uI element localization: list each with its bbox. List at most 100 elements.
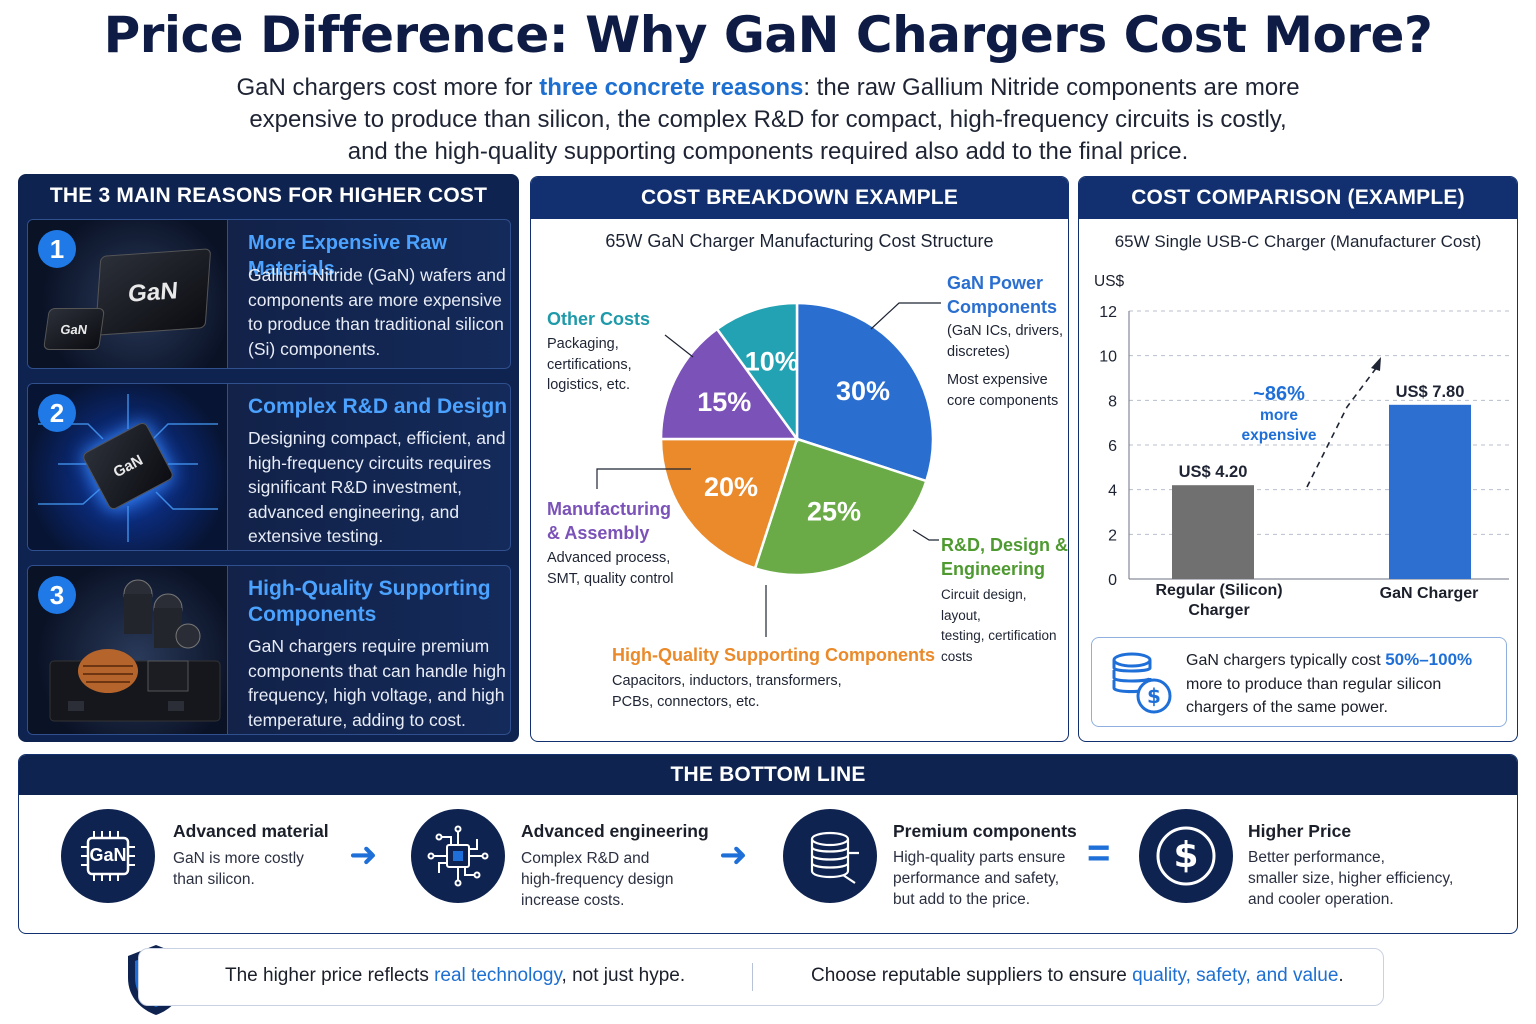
reasons-panel: THE 3 MAIN REASONS FOR HIGHER COST GaN G…	[18, 174, 519, 742]
y-tick-label: 4	[1108, 483, 1117, 500]
reason-number-1: 1	[38, 230, 76, 268]
y-tick-label: 2	[1108, 527, 1117, 544]
reason-title-components: High-Quality Supporting Components	[248, 576, 510, 628]
pie-value-label-r-d-design-engineering: 25%	[807, 497, 861, 527]
label-mfg-title-2: & Assembly	[547, 523, 650, 543]
bottom-premium-line2: performance and safety,	[893, 870, 1059, 887]
increase-arrow	[1306, 357, 1381, 488]
label-mfg-title: Manufacturing & Assembly	[547, 497, 671, 545]
bottom-premium-line1: High-quality parts ensure	[893, 849, 1066, 866]
bottom-title-material: Advanced material	[173, 821, 329, 841]
y-tick-label: 12	[1099, 304, 1117, 321]
bottom-engineering-line1: Complex R&D and	[521, 850, 650, 867]
label-other-desc-3: logistics, etc.	[547, 377, 630, 393]
label-rd-title-1: R&D, Design &	[941, 535, 1069, 555]
diff-callout: ~86% more expensive	[1235, 383, 1323, 446]
y-tick-label: 0	[1108, 572, 1117, 589]
pie-slice-high-quality-supporting-components	[659, 437, 799, 570]
pie-value-label-manufacturing-assembly: 15%	[697, 387, 751, 417]
reason-text-rd: Designing compact, efficient, and high-f…	[248, 428, 506, 546]
leader-mfg	[596, 468, 691, 489]
bottom-price-line2: smaller size, higher efficiency,	[1248, 870, 1454, 887]
bottom-text-material: GaN is more costly than silicon.	[173, 848, 304, 890]
label-gan-title-1: GaN Power	[947, 273, 1044, 293]
bottom-line-panel: THE BOTTOM LINE GaN Advanced material Ga…	[18, 754, 1518, 934]
bottom-engineering-line3: increase costs.	[521, 892, 625, 909]
reason-title-components-line1: High-Quality Supporting	[248, 577, 491, 600]
pie-slice-r-d-design-engineering	[753, 437, 928, 577]
bottom-title-premium: Premium components	[893, 821, 1077, 841]
note-line2: more to produce than regular silicon	[1186, 675, 1442, 693]
label-rd-desc-1: Circuit design, layout,	[941, 587, 1027, 623]
inductor-coil-icon	[783, 809, 877, 903]
intro-paragraph: GaN chargers cost more for three concret…	[200, 72, 1336, 168]
note-text: GaN chargers typically cost 50%–100% mor…	[1186, 648, 1504, 720]
label-other-desc-2: certifications,	[547, 356, 632, 373]
footer-right-text: Choose reputable suppliers to ensure qua…	[811, 965, 1344, 987]
reasons-header: THE 3 MAIN REASONS FOR HIGHER COST	[49, 184, 488, 207]
cost-comparison-panel: COST COMPARISON (EXAMPLE) 65W Single USB…	[1078, 176, 1518, 742]
reason-title-materials: More Expensive Raw Materials	[248, 232, 447, 280]
bar-regular-silicon	[1172, 485, 1254, 579]
reason-card-materials: GaN GaN 1 More Expensive Raw Materials G…	[27, 219, 511, 369]
note-highlight: 50%–100%	[1385, 650, 1473, 669]
pie-value-label-other-costs: 10%	[745, 346, 799, 376]
bar1-label-line1: Regular (Silicon)	[1155, 582, 1283, 599]
capacitor-inductor-icon	[49, 579, 221, 722]
footer-left-prefix: The higher price reflects	[225, 965, 435, 986]
pie-slice-other-costs	[715, 301, 799, 443]
cost-bar-chart: 0 2 4 6 8 10 12 US$ 4.20 US$ 7.80	[1099, 304, 1509, 589]
comparison-subtitle: 65W Single USB-C Charger (Manufacturer C…	[1114, 232, 1482, 251]
bottom-title-engineering: Advanced engineering	[521, 821, 709, 841]
svg-text:$: $	[1147, 684, 1161, 708]
reason-text-components: GaN chargers require premium components …	[248, 636, 506, 730]
diff-line-1: more	[1260, 407, 1298, 424]
coins-dollar-icon: $	[1112, 652, 1172, 714]
leader-gan	[870, 302, 941, 330]
intro-line1-suffix: : the raw Gallium Nitride components are…	[803, 74, 1300, 101]
comparison-note: $ GaN chargers typically cost 50%–100% m…	[1091, 637, 1507, 727]
pie-leader-lines	[596, 302, 941, 637]
reason-title-rd: Complex R&D and Design	[248, 395, 508, 418]
reason-title-components-line2: Components	[248, 603, 377, 626]
bar1-label-line2: Charger	[1188, 602, 1250, 619]
arrow-right-icon: ➜	[349, 836, 378, 874]
material-chip-label: GaN	[89, 845, 127, 865]
reason-number-2: 2	[38, 394, 76, 432]
label-rd-desc: Circuit design, layout, testing, certifi…	[941, 585, 1068, 667]
dollar-coin-icon: $	[1139, 809, 1233, 903]
intro-prefix: GaN chargers cost more for	[236, 74, 540, 101]
pie-slice-manufacturing-assembly	[659, 327, 800, 441]
label-gan-desc-4: core components	[947, 392, 1059, 409]
dollar-sign-label: $	[1173, 835, 1199, 876]
leader-rd	[912, 529, 939, 541]
engineering-circuit-icon	[411, 809, 505, 903]
label-mfg-desc: Advanced process, SMT, quality control	[547, 548, 674, 589]
intro-line3: and the high-quality supporting componen…	[347, 138, 1189, 165]
cost-pie-chart: 30% 25% 20% 15% 10%	[596, 301, 941, 637]
label-mfg-desc-1: Advanced process,	[547, 550, 671, 566]
footer-right-prefix: Choose reputable suppliers to ensure	[811, 965, 1133, 986]
label-gan-desc-1: (GaN ICs, drivers,	[947, 323, 1064, 339]
equals-icon: =	[1087, 831, 1111, 875]
cost-breakdown-panel: COST BREAKDOWN EXAMPLE 65W GaN Charger M…	[530, 176, 1069, 742]
label-other-desc: Packaging, certifications, logistics, et…	[547, 334, 632, 396]
footer-left-highlight: real technology	[434, 965, 562, 986]
reason-number-3: 3	[38, 576, 76, 614]
bottom-text-price: Better performance, smaller size, higher…	[1248, 847, 1453, 910]
footer-bar: The higher price reflects real technolog…	[138, 948, 1384, 1006]
bottom-text-engineering: Complex R&D and high-frequency design in…	[521, 848, 674, 911]
reason-card-components: 3 High-Quality Supporting Components GaN…	[27, 565, 511, 735]
intro-line2: expensive to produce than silicon, the c…	[249, 106, 1287, 133]
label-rd-desc-2: testing, certification	[941, 628, 1057, 643]
footer-right-suffix: .	[1338, 965, 1344, 986]
leader-other	[664, 334, 694, 358]
label-gan-desc: (GaN ICs, drivers, discretes) Most expen…	[947, 321, 1063, 411]
reason-text-materials: Gallium Nitride (GaN) wafers and compone…	[248, 265, 506, 359]
pie-value-label-high-quality-supporting-components: 20%	[704, 472, 758, 502]
y-axis-unit: US$	[1094, 273, 1125, 290]
label-hq-desc-1: Capacitors, inductors, transformers,	[612, 673, 842, 689]
label-gan-title: GaN Power Components	[947, 271, 1057, 319]
diff-percent: ~86%	[1253, 383, 1305, 405]
label-mfg-title-1: Manufacturing	[547, 499, 671, 519]
